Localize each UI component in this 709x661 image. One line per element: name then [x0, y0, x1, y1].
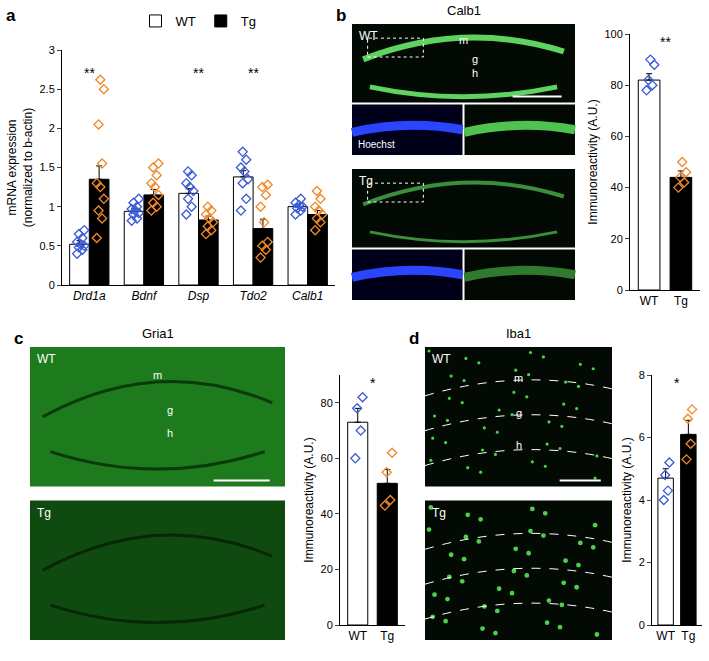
svg-text:0: 0	[49, 279, 55, 291]
svg-text:m: m	[153, 369, 162, 381]
svg-text:WT: WT	[432, 352, 451, 366]
svg-text:m: m	[514, 372, 523, 384]
svg-text:Bdnf: Bdnf	[132, 289, 158, 303]
svg-text:**: **	[248, 65, 259, 81]
svg-text:Calb1: Calb1	[447, 3, 481, 18]
svg-text:Immunoreactivity (A.U.): Immunoreactivity (A.U.)	[620, 437, 634, 562]
svg-text:Tg: Tg	[681, 629, 695, 643]
svg-text:Tg: Tg	[674, 294, 688, 308]
svg-text:h: h	[472, 67, 478, 79]
svg-text:h: h	[516, 439, 522, 451]
svg-text:Calb1: Calb1	[292, 289, 323, 303]
svg-text:Immunoreactivity (A.U.): Immunoreactivity (A.U.)	[302, 437, 316, 562]
svg-text:20: 20	[321, 563, 333, 575]
svg-text:c: c	[14, 329, 23, 348]
svg-text:Tg: Tg	[37, 506, 51, 520]
svg-text:h: h	[167, 427, 173, 439]
svg-text:60: 60	[321, 452, 333, 464]
svg-text:**: **	[84, 65, 95, 81]
svg-text:0: 0	[639, 619, 645, 631]
svg-text:WT: WT	[176, 14, 196, 29]
svg-text:3: 3	[49, 44, 55, 56]
svg-text:80: 80	[321, 397, 333, 409]
svg-text:Immunoreactivity (A.U.): Immunoreactivity (A.U.)	[586, 99, 600, 224]
svg-text:8: 8	[639, 369, 645, 381]
svg-text:100: 100	[604, 28, 622, 40]
svg-text:WT: WT	[359, 29, 378, 43]
svg-text:WT: WT	[656, 629, 675, 643]
svg-text:d: d	[409, 329, 419, 348]
svg-text:Tg: Tg	[380, 629, 394, 643]
svg-text:0: 0	[327, 619, 333, 631]
svg-text:40: 40	[321, 508, 333, 520]
svg-text:20: 20	[611, 233, 623, 245]
svg-text:Dsp: Dsp	[188, 289, 210, 303]
svg-text:0: 0	[617, 284, 623, 296]
svg-text:Tg: Tg	[241, 14, 256, 29]
svg-text:g: g	[472, 53, 478, 65]
svg-text:2: 2	[49, 122, 55, 134]
svg-text:Drd1a: Drd1a	[73, 289, 106, 303]
svg-text:**: **	[660, 34, 671, 50]
svg-text:Tg: Tg	[359, 174, 373, 188]
svg-text:2.5: 2.5	[40, 83, 55, 95]
svg-text:*: *	[674, 375, 680, 391]
svg-text:Tg: Tg	[432, 506, 446, 520]
svg-text:*: *	[370, 375, 376, 391]
svg-text:Iba1: Iba1	[506, 326, 531, 341]
svg-text:Gria1: Gria1	[142, 326, 174, 341]
svg-text:mRNA expression(normalized to: mRNA expression(normalized to b-actin)	[5, 108, 35, 227]
svg-text:80: 80	[611, 79, 623, 91]
svg-text:WT: WT	[37, 352, 56, 366]
svg-text:60: 60	[611, 130, 623, 142]
svg-text:**: **	[193, 65, 204, 81]
svg-text:Tdo2: Tdo2	[239, 289, 267, 303]
svg-text:WT: WT	[640, 294, 659, 308]
svg-text:m: m	[459, 34, 468, 46]
svg-text:0.5: 0.5	[40, 240, 55, 252]
svg-text:b: b	[336, 6, 346, 25]
svg-text:a: a	[6, 6, 16, 25]
svg-text:Hoechst: Hoechst	[358, 139, 395, 150]
svg-text:1.5: 1.5	[40, 161, 55, 173]
svg-text:40: 40	[611, 181, 623, 193]
svg-text:g: g	[516, 407, 522, 419]
svg-text:1: 1	[49, 201, 55, 213]
svg-text:g: g	[167, 404, 173, 416]
svg-text:4: 4	[639, 494, 645, 506]
svg-text:6: 6	[639, 431, 645, 443]
svg-text:2: 2	[639, 556, 645, 568]
svg-text:WT: WT	[348, 629, 367, 643]
